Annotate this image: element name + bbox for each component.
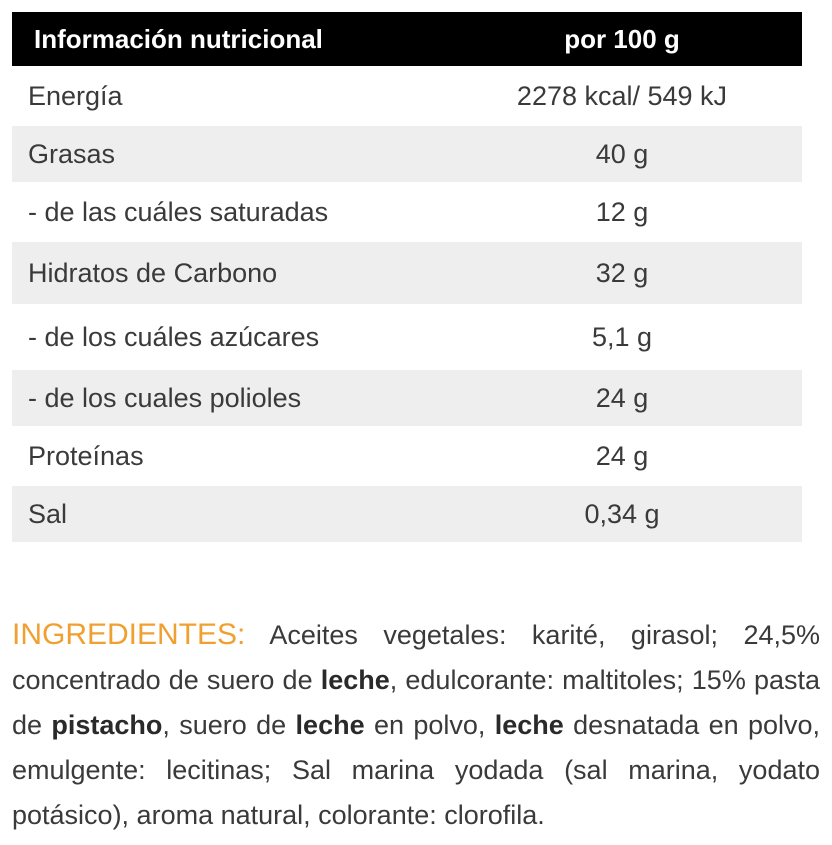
- table-body: Energía 2278 kcal/ 549 kJ Grasas 40 g- de l…: [12, 66, 802, 542]
- nutrient-value: 0,34 g: [442, 484, 802, 542]
- table-row: Hidratos de Carbono 32 g: [12, 240, 802, 305]
- header-cell: Información nutricional: [12, 12, 442, 67]
- ingredients: INGREDIENTES: Aceites vegetales: karité,…: [12, 612, 820, 838]
- nutrient-name: Hidratos de Carbono: [12, 240, 442, 305]
- allergen: leche: [494, 710, 564, 740]
- ingredient-text: , edulcorante: maltitoles; 15% pasta de: [12, 665, 820, 740]
- nutrient-value: 24 g: [442, 368, 802, 427]
- allergen: pistacho: [51, 710, 163, 740]
- header-row: Información nutricional por 100 g: [12, 12, 802, 67]
- table-row: Grasas 40 g: [12, 124, 802, 183]
- ingredient-text: desnatada en polvo, emulgente: lecitinas…: [12, 710, 821, 830]
- nutrient-name: Sal: [12, 484, 442, 542]
- nutrient-name: Energía: [12, 66, 442, 125]
- nutrient-name: Proteínas: [12, 426, 442, 485]
- table-row: Proteínas 24 g: [12, 426, 802, 485]
- table-head: Información nutricional por 100 g: [12, 12, 802, 67]
- allergen: leche: [320, 665, 390, 695]
- allergen: leche: [295, 710, 365, 740]
- nutrient-value: 2278 kcal/ 549 kJ: [442, 66, 802, 125]
- table-row: Sal 0,34 g: [12, 484, 802, 542]
- ingredient-text: en polvo,: [364, 710, 495, 740]
- nutrient-name: - de los cuáles azúcares: [12, 304, 442, 369]
- table-row: - de las cuáles saturadas 12 g: [12, 182, 802, 241]
- ingredients-label: INGREDIENTES:: [12, 618, 246, 651]
- table-row: - de los cuáles azúcares 5,1 g: [12, 304, 802, 369]
- nutrition-table: Información nutricional por 100 g Energí…: [12, 12, 802, 542]
- ingredient-text: , suero de: [162, 710, 296, 740]
- nutrient-name: - de las cuáles saturadas: [12, 182, 442, 241]
- nutrient-name: - de los cuales polioles: [12, 368, 442, 427]
- nutrient-value: 5,1 g: [442, 304, 802, 369]
- nutrient-value: 32 g: [442, 240, 802, 305]
- nutrient-value: 24 g: [442, 426, 802, 485]
- ingredient-text: Aceites vegetales: karité, girasol; 24,5…: [12, 620, 820, 695]
- table-row: Energía 2278 kcal/ 549 kJ: [12, 66, 802, 125]
- header-cell: por 100 g: [442, 12, 802, 67]
- nutrient-name: Grasas: [12, 124, 442, 183]
- nutrient-value: 40 g: [442, 124, 802, 183]
- table-row: - de los cuales polioles 24 g: [12, 368, 802, 427]
- nutrient-value: 12 g: [442, 182, 802, 241]
